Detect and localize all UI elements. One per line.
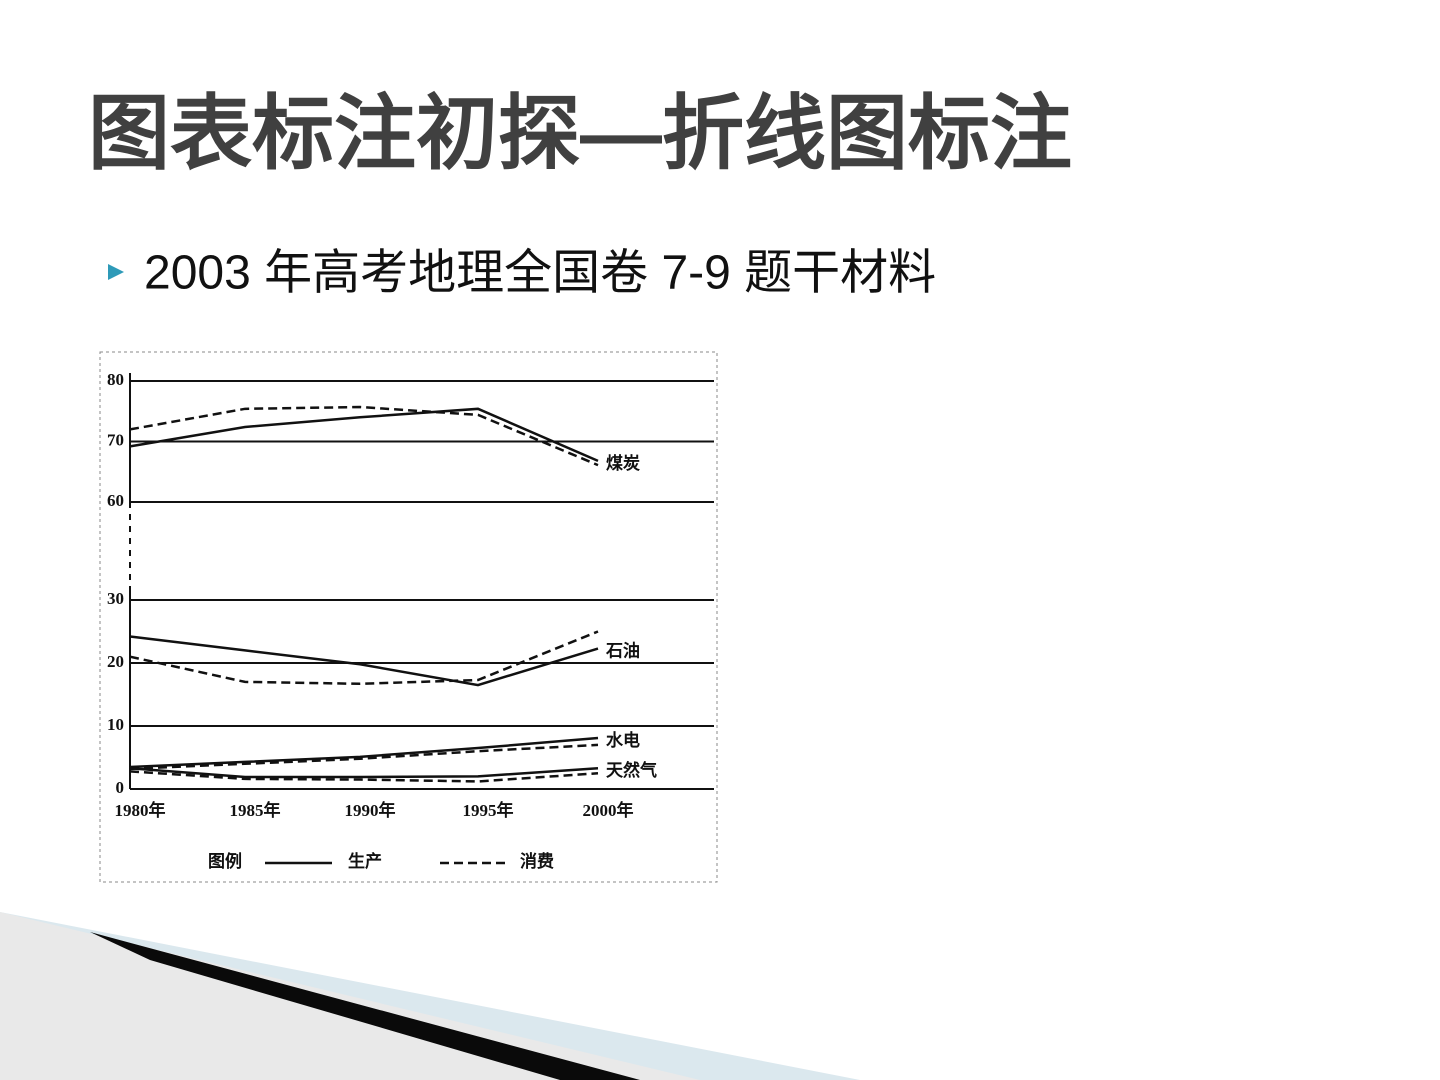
series-line	[129, 766, 599, 779]
y-tick-label: 0	[116, 778, 125, 797]
series-line	[129, 405, 599, 467]
series-label: 煤炭	[606, 453, 640, 473]
bullet-marker	[108, 264, 124, 280]
legend-title: 图例	[208, 851, 242, 871]
series-line	[129, 743, 599, 771]
series-line	[129, 736, 599, 769]
y-tick-label: 60	[107, 491, 124, 510]
bullet-text: 2003 年高考地理全国卷 7-9 题干材料	[144, 247, 936, 300]
slide-title: 图表标注初探—折线图标注	[88, 89, 1072, 180]
x-tick-label: 1980年	[115, 800, 166, 820]
x-tick-label: 1990年	[345, 800, 396, 820]
y-tick-label: 80	[107, 370, 124, 389]
y-tick-label: 20	[107, 652, 124, 671]
series-label: 天然气	[606, 760, 657, 780]
legend-label: 生产	[348, 851, 382, 871]
series-line	[129, 407, 599, 463]
y-tick-label: 30	[107, 589, 124, 608]
x-tick-label: 1985年	[230, 800, 281, 820]
decor-hatch	[0, 912, 700, 1080]
series-line	[129, 770, 599, 783]
x-tick-label: 1995年	[463, 800, 514, 820]
series-line	[129, 630, 599, 686]
chart-frame	[99, 351, 718, 883]
decor-wedge	[90, 932, 640, 1080]
y-tick-label: 10	[107, 715, 124, 734]
legend-label: 消费	[520, 851, 554, 871]
y-tick-label: 70	[107, 430, 124, 449]
x-tick-label: 2000年	[583, 800, 634, 820]
series-label: 水电	[606, 730, 640, 750]
series-line	[129, 635, 599, 687]
series-label: 石油	[605, 640, 640, 660]
